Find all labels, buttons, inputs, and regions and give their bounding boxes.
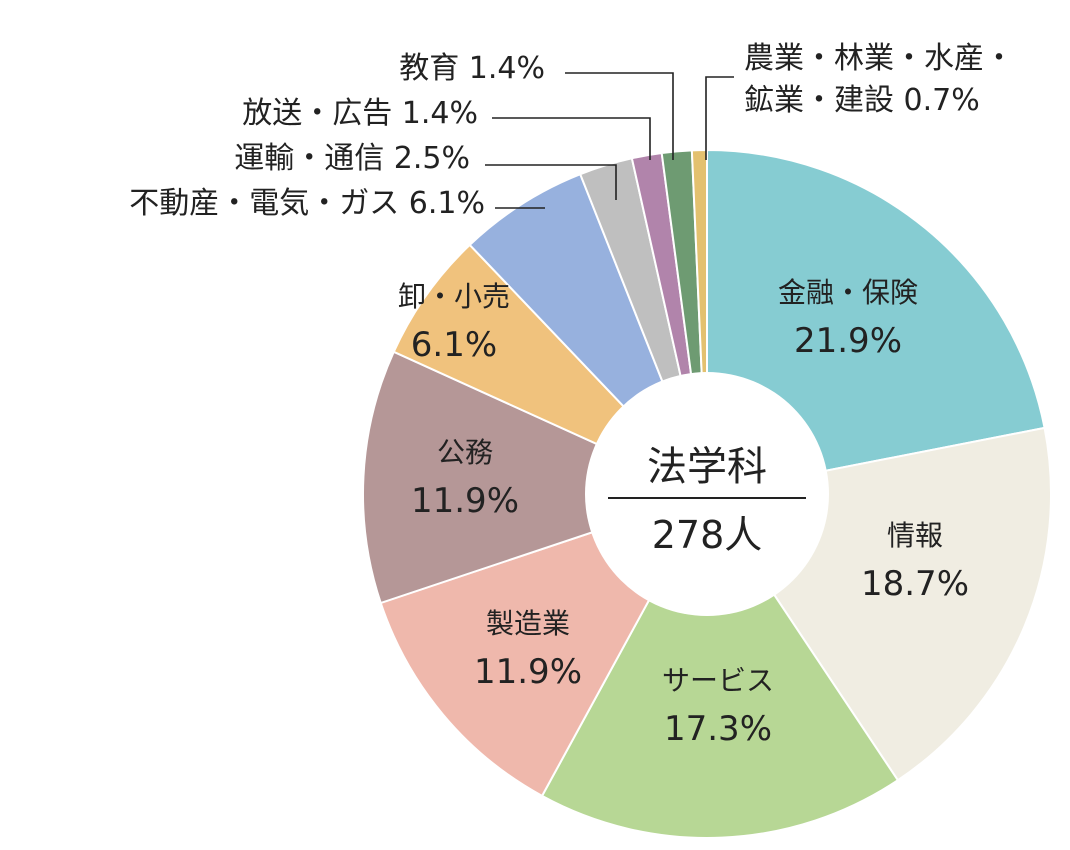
- slice-value-label: 6.1%: [411, 325, 497, 365]
- slice-label: 教育 1.4%: [399, 51, 545, 86]
- slice-label: サービス: [662, 664, 774, 697]
- slice-label: 放送・広告 1.4%: [242, 96, 478, 131]
- slice-value-label: 21.9%: [794, 321, 902, 361]
- leader-line: [565, 72, 674, 160]
- slice-label: 金融・保険: [778, 276, 918, 309]
- slice-label: 情報: [887, 519, 943, 552]
- pie-slice: [540, 492, 900, 839]
- leader-lines: [485, 72, 734, 209]
- center-hole: [585, 372, 829, 616]
- pie-slice: [362, 350, 710, 605]
- slice-label: 公務: [437, 436, 493, 469]
- slice-value-label: 18.7%: [861, 564, 969, 604]
- slice-value-label: 11.9%: [474, 652, 582, 692]
- leader-line: [485, 164, 617, 200]
- slice-label: 鉱業・建設 0.7%: [744, 83, 980, 118]
- slice-label: 製造業: [486, 607, 570, 640]
- center-title: 法学科: [647, 444, 767, 490]
- slice-labels: 金融・保険 21.9% 情報 18.7% サービス 17.3% 製造業 11.9% 公務 11.9…: [129, 41, 1014, 749]
- slice-value-label: 11.9%: [411, 481, 519, 521]
- slice-label: 農業・林業・水産・: [744, 41, 1014, 76]
- slice-label: 運輸・通信 2.5%: [234, 141, 470, 176]
- leader-line: [705, 76, 734, 160]
- slice-label: 不動産・電気・ガス 6.1%: [129, 186, 485, 221]
- leader-line: [492, 117, 651, 160]
- slice-value-label: 17.3%: [664, 709, 772, 749]
- center-subtitle: 278人: [652, 513, 763, 557]
- slice-label: 卸・小売: [398, 280, 510, 313]
